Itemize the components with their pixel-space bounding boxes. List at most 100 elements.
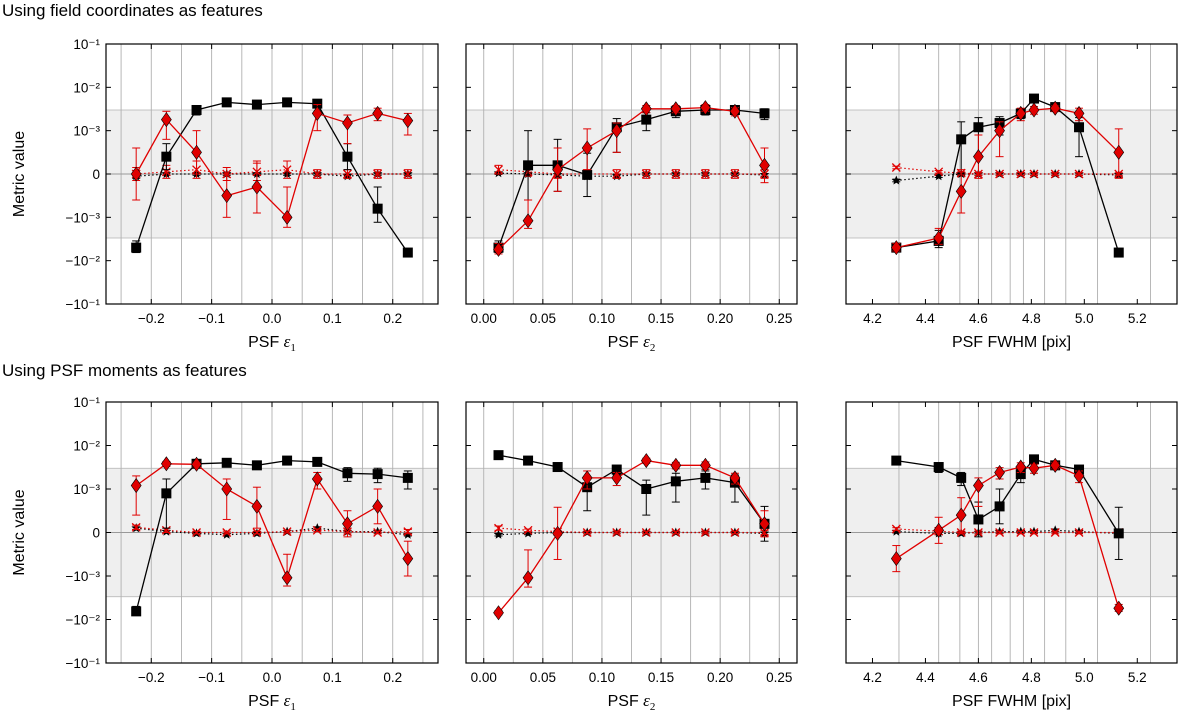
series-line <box>896 458 1120 534</box>
panel-r1-c0: −10⁻¹ −10⁻² −10⁻³ 0 10⁻³ 10⁻² 10⁻¹ Metric value… <box>11 395 439 713</box>
data-point-cross <box>1074 169 1084 179</box>
data-point-diamond <box>251 498 263 514</box>
panel-r1-c1: 0.00 0.05 0.10 0.15 0.20 0.25 PSF ε2 <box>465 401 798 713</box>
data-point-diamond <box>955 507 967 523</box>
xlabel-symbol: ε <box>643 691 650 710</box>
data-point-cross <box>700 528 710 537</box>
data-point-diamond <box>402 113 414 129</box>
xtick-label: 0.10 <box>589 670 615 685</box>
xtick-label: 0.20 <box>707 670 733 685</box>
xlabel: PSF ε2 <box>608 691 656 713</box>
data-point-cross <box>891 524 901 534</box>
data-point-square <box>700 472 711 483</box>
series-cross <box>891 163 1124 179</box>
data-point-square <box>891 455 902 466</box>
data-point-cross <box>1074 528 1084 537</box>
data-point-diamond <box>973 149 984 165</box>
data-point-square <box>973 514 984 525</box>
data-point-diamond <box>160 112 172 128</box>
panel-r0-c1: 0.00 0.05 0.10 0.15 0.20 0.25 PSF ε2 <box>465 43 798 354</box>
series-line <box>135 459 408 612</box>
xlabel-prefix: PSF <box>608 693 644 710</box>
data-point-cross <box>671 169 681 179</box>
data-point-square <box>402 247 413 258</box>
ytick-label: −10⁻³ <box>65 210 100 225</box>
series-square <box>131 97 413 258</box>
data-point-diamond <box>890 240 902 256</box>
panel-r1-c2: 4.2 4.4 4.6 4.8 5.0 5.2 PSF FWHM [pix] <box>845 401 1178 710</box>
xtick-label: 0.1 <box>323 311 342 326</box>
xtick-label: 0.20 <box>707 311 733 326</box>
series-line <box>498 106 766 250</box>
data-point-cross <box>403 169 413 179</box>
data-point-square <box>131 606 142 617</box>
ylabel: Metric value <box>11 131 28 217</box>
data-point-square <box>1113 528 1124 539</box>
xlabel-subscript: 1 <box>290 701 296 713</box>
data-point-square <box>161 151 172 162</box>
data-point-diamond <box>130 478 142 494</box>
xlabel-symbol: ε <box>643 332 650 351</box>
data-point-diamond <box>221 188 233 204</box>
series-line <box>896 107 1120 249</box>
series-line <box>135 101 409 253</box>
xtick-label: −0.2 <box>138 670 165 685</box>
data-point-square <box>973 122 984 133</box>
data-point-diamond <box>670 457 682 473</box>
data-point-diamond <box>700 100 711 116</box>
data-point-diamond <box>729 470 741 486</box>
data-point-cross <box>582 528 592 537</box>
data-point-square <box>1074 122 1085 133</box>
data-point-diamond <box>1049 100 1061 116</box>
data-point-square <box>933 462 944 473</box>
xtick-label: 0.0 <box>263 311 282 326</box>
data-point-cross <box>494 523 503 533</box>
ytick-label: 10⁻³ <box>73 124 100 139</box>
data-point-cross <box>252 528 262 537</box>
xtick-label: 4.8 <box>1022 670 1041 685</box>
data-point-diamond <box>1028 102 1040 118</box>
data-point-diamond <box>640 101 652 117</box>
ytick-label: −10⁻¹ <box>65 297 100 312</box>
data-point-square <box>342 151 353 162</box>
xlabel-symbol: ε <box>284 332 291 351</box>
data-point-square <box>191 104 202 115</box>
series-line <box>498 172 765 177</box>
ytick-label: 10⁻¹ <box>73 395 100 410</box>
data-point-cross <box>1029 169 1039 179</box>
series-diamond <box>890 100 1125 256</box>
xtick-label: 5.0 <box>1075 311 1094 326</box>
data-point-diamond <box>1015 105 1027 121</box>
panel-r0-c2: 4.2 4.4 4.6 4.8 5.0 5.2 PSF FWHM [pix] <box>845 43 1178 351</box>
data-point-diamond <box>493 241 504 257</box>
data-point-square <box>282 455 293 466</box>
data-point-diamond <box>670 101 682 117</box>
series-diamond <box>890 457 1125 616</box>
ytick-label: 10⁻¹ <box>73 37 100 52</box>
data-point-square <box>221 457 232 468</box>
data-point-diamond <box>890 551 902 567</box>
data-point-square <box>372 203 383 214</box>
data-point-star <box>493 529 504 539</box>
data-point-cross <box>730 528 740 537</box>
series-diamond <box>493 453 770 621</box>
data-point-square <box>611 464 622 475</box>
ytick-label: −10⁻² <box>65 254 100 269</box>
data-point-star <box>523 528 533 538</box>
data-point-square <box>161 488 172 499</box>
data-point-diamond <box>994 123 1005 139</box>
data-point-diamond <box>1113 144 1125 160</box>
data-point-square <box>1029 93 1040 104</box>
data-point-square <box>342 468 353 479</box>
xtick-label: −0.1 <box>198 311 225 326</box>
data-point-diamond <box>191 144 202 160</box>
data-point-diamond <box>160 456 172 472</box>
data-point-square <box>582 169 593 180</box>
data-point-diamond <box>402 551 414 567</box>
data-point-diamond <box>933 230 945 246</box>
ytick-label: 10⁻³ <box>73 482 100 497</box>
xtick-label: 0.2 <box>383 670 402 685</box>
series-line <box>498 527 765 534</box>
data-point-cross <box>1050 528 1060 537</box>
